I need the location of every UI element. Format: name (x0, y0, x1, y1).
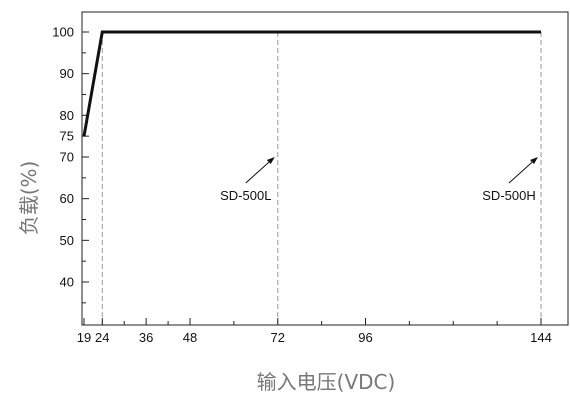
annotations: SD-500L SD-500H (220, 157, 538, 203)
y-tick-label: 75 (60, 129, 74, 144)
y-tick-label: 90 (60, 66, 74, 81)
x-tick-label: 144 (530, 330, 552, 345)
y-tick-label: 50 (60, 233, 74, 248)
x-tick-label: 48 (183, 330, 197, 345)
y-axis-title: 负载(%) (17, 161, 41, 236)
x-tick-label: 72 (271, 330, 285, 345)
x-tick-label: 96 (358, 330, 372, 345)
annotation-arrow-line (245, 160, 272, 184)
x-tick-label: 36 (139, 330, 153, 345)
x-axis-ticks: 19 24 36 48 72 96 144 (77, 318, 552, 345)
annotation-arrow-head (266, 157, 275, 164)
y-tick-label: 70 (60, 150, 74, 165)
x-tick-label: 19 (77, 330, 91, 345)
reference-lines (101, 32, 542, 325)
annotation-arrow-line (508, 160, 535, 184)
series-layer (82, 30, 541, 137)
y-tick-label: 80 (60, 108, 74, 123)
plot-frame (81, 11, 569, 326)
annotation-arrow-head (530, 157, 538, 164)
series-line (82, 30, 541, 137)
annotation-label: SD-500L (220, 188, 271, 203)
annotation-label: SD-500H (482, 188, 535, 203)
y-axis-ticks: 40 50 60 70 75 80 90 100 (52, 25, 89, 304)
y-tick-label: 40 (60, 275, 74, 290)
x-axis-title: 输入电压(VDC) (257, 370, 396, 394)
y-tick-label: 60 (60, 191, 74, 206)
x-tick-label: 24 (95, 330, 109, 345)
y-tick-label: 100 (52, 25, 74, 40)
